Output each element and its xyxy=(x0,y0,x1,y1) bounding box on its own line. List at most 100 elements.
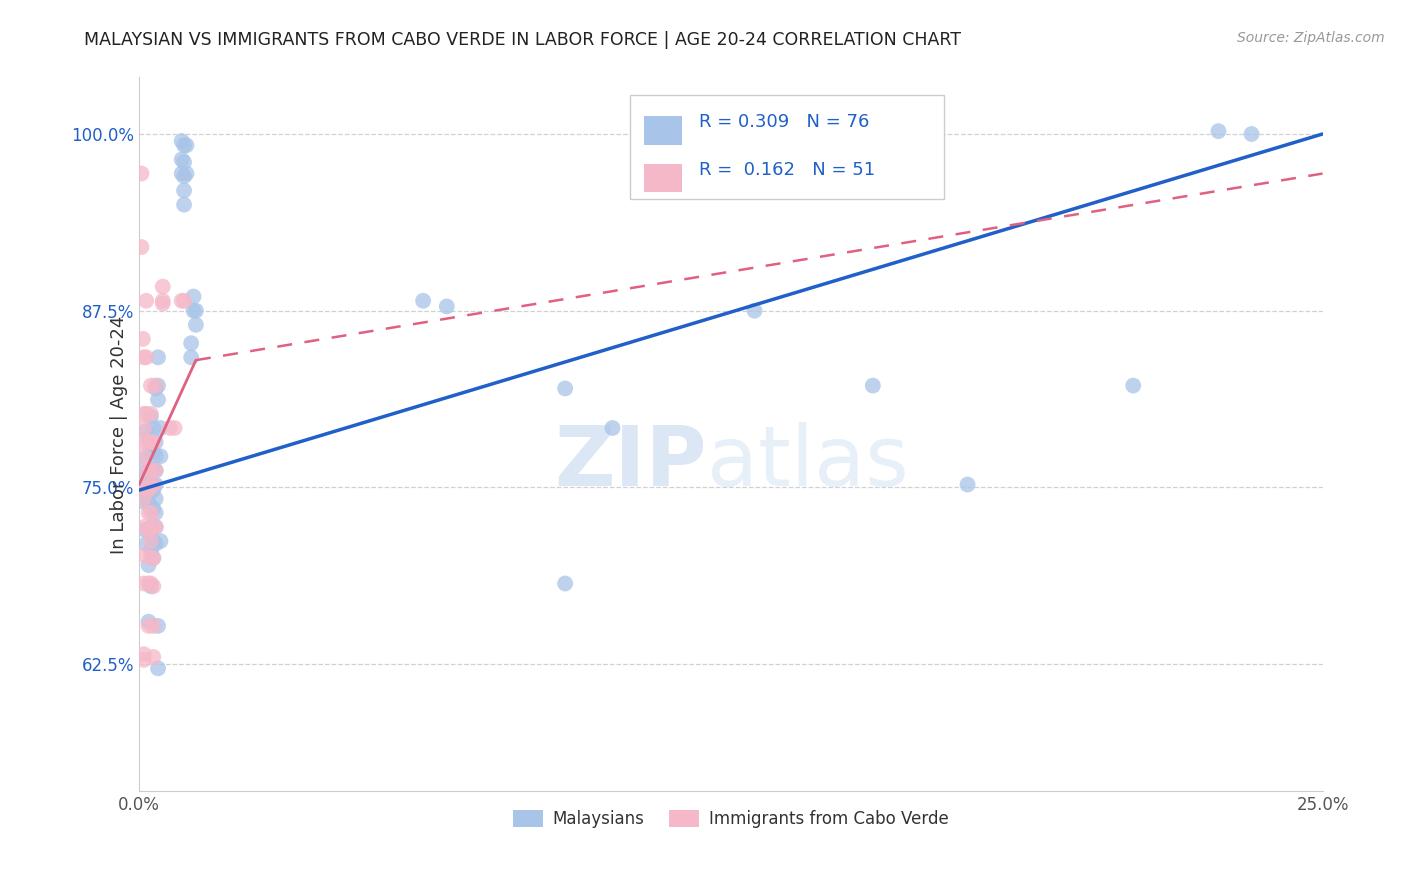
Point xyxy=(412,293,434,308)
Point xyxy=(145,491,167,506)
Point xyxy=(132,491,155,506)
Point xyxy=(184,303,207,318)
Point xyxy=(132,450,155,464)
Point xyxy=(146,619,169,633)
Point xyxy=(139,435,162,450)
Point xyxy=(159,421,181,435)
FancyBboxPatch shape xyxy=(644,116,682,145)
Point xyxy=(132,351,155,365)
Point xyxy=(132,435,155,450)
Point xyxy=(142,534,165,549)
Point xyxy=(145,506,167,520)
Text: R = 0.309   N = 76: R = 0.309 N = 76 xyxy=(699,113,869,131)
Point xyxy=(132,520,155,534)
Point xyxy=(145,378,167,392)
Point xyxy=(138,494,160,508)
Point xyxy=(138,558,160,573)
Point xyxy=(149,450,172,464)
Point xyxy=(173,155,195,169)
Point xyxy=(131,167,153,181)
Point xyxy=(1122,378,1144,392)
Point xyxy=(139,520,162,534)
Point xyxy=(145,477,167,491)
Point xyxy=(142,619,165,633)
Point xyxy=(146,351,169,365)
Point xyxy=(132,452,155,467)
Point xyxy=(180,351,202,365)
Point xyxy=(183,303,205,318)
Point xyxy=(139,501,162,516)
Point xyxy=(135,407,157,421)
Point xyxy=(145,450,167,464)
Point xyxy=(142,477,165,491)
Point xyxy=(554,576,576,591)
Point xyxy=(142,477,165,491)
Point xyxy=(142,520,165,534)
Point xyxy=(132,653,155,667)
Point xyxy=(176,167,198,181)
Point xyxy=(145,435,167,450)
Point xyxy=(134,523,156,537)
Point xyxy=(146,378,169,392)
Point xyxy=(136,435,159,450)
Point xyxy=(139,480,162,494)
Point xyxy=(139,544,162,558)
Point xyxy=(170,167,193,181)
Point xyxy=(152,296,174,310)
Point xyxy=(139,407,162,421)
Point xyxy=(132,647,155,661)
Point xyxy=(132,421,155,435)
Point xyxy=(142,551,165,566)
Point xyxy=(145,537,167,551)
Point xyxy=(173,197,195,211)
Point xyxy=(146,661,169,675)
Point xyxy=(602,421,624,435)
Text: Source: ZipAtlas.com: Source: ZipAtlas.com xyxy=(1237,31,1385,45)
Text: R =  0.162   N = 51: R = 0.162 N = 51 xyxy=(699,161,875,179)
Point xyxy=(436,300,458,314)
Point xyxy=(173,138,195,153)
Point xyxy=(1240,127,1263,141)
Point xyxy=(138,615,160,629)
Point xyxy=(139,576,162,591)
Point xyxy=(139,463,162,477)
Point xyxy=(142,421,165,435)
Point xyxy=(183,289,205,303)
Point xyxy=(139,551,162,566)
Point xyxy=(145,520,167,534)
Point xyxy=(142,501,165,516)
Point xyxy=(184,318,207,332)
Point xyxy=(132,332,155,346)
Point xyxy=(170,134,193,148)
Point xyxy=(145,520,167,534)
Point xyxy=(145,463,167,477)
Point xyxy=(138,619,160,633)
Point xyxy=(135,351,157,365)
Point xyxy=(132,477,155,491)
Point xyxy=(956,477,979,491)
Point xyxy=(146,392,169,407)
Point xyxy=(145,463,167,477)
Point xyxy=(152,293,174,308)
FancyBboxPatch shape xyxy=(630,95,943,199)
Point xyxy=(149,534,172,549)
Point xyxy=(131,240,153,254)
Point xyxy=(744,303,766,318)
Point xyxy=(135,293,157,308)
Point xyxy=(136,463,159,477)
Point xyxy=(132,576,155,591)
Point xyxy=(136,483,159,498)
Point xyxy=(138,523,160,537)
Point xyxy=(173,293,195,308)
Point xyxy=(132,548,155,562)
Point xyxy=(135,480,157,494)
Legend: Malaysians, Immigrants from Cabo Verde: Malaysians, Immigrants from Cabo Verde xyxy=(506,803,956,834)
Point xyxy=(132,494,155,508)
Point xyxy=(180,336,202,351)
Point xyxy=(142,445,165,459)
Point xyxy=(176,138,198,153)
Point xyxy=(139,506,162,520)
Point xyxy=(135,424,157,438)
Text: atlas: atlas xyxy=(707,423,908,503)
Point xyxy=(173,169,195,184)
